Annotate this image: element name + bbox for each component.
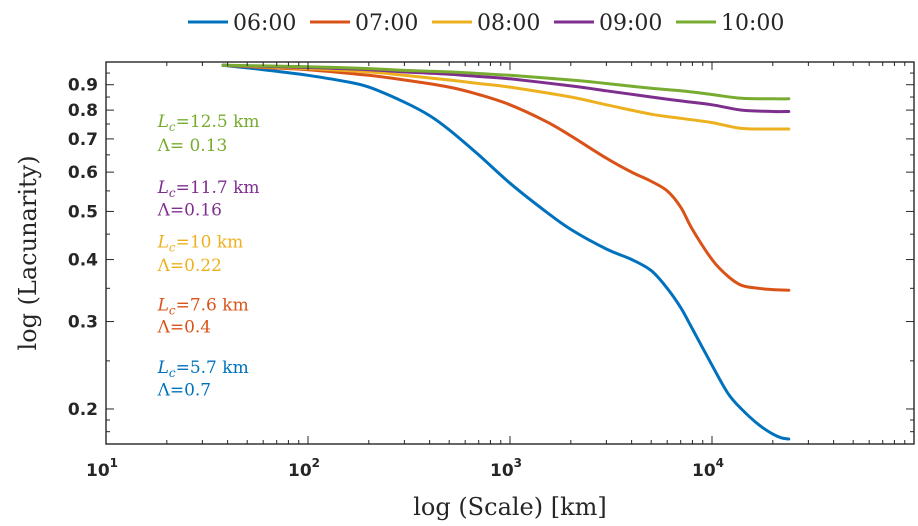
x-tick-label: 101 bbox=[86, 456, 118, 481]
series-line-0 bbox=[221, 63, 791, 441]
y-tick-label: 0.6 bbox=[68, 163, 98, 183]
y-tick-label: 0.7 bbox=[68, 130, 98, 150]
annotation-lambda-3: Λ=0.4 bbox=[157, 318, 212, 338]
y-tick-label: 0.5 bbox=[68, 202, 98, 222]
x-tick-label: 102 bbox=[288, 456, 320, 481]
y-tick-label: 0.3 bbox=[68, 313, 98, 333]
annotation-lambda-4: Λ=0.7 bbox=[157, 380, 212, 400]
series-line-2 bbox=[221, 63, 791, 131]
axis-ticks: 101 102 103 104 0.2 0.3 0.4 0.5 0.6 0.7 0.8 0.9 bbox=[68, 62, 914, 481]
legend-label-0: 06:00 bbox=[233, 11, 296, 36]
legend-label-2: 08:00 bbox=[477, 11, 540, 36]
plot-area bbox=[106, 62, 914, 444]
annotation-lc-0: Lc=12.5 km bbox=[157, 112, 260, 134]
annotation-lambda-0: Λ= 0.13 bbox=[157, 136, 228, 156]
annotation-lc-3: Lc=7.6 km bbox=[157, 295, 249, 317]
plot-frame bbox=[105, 61, 915, 445]
annotation-lambda-1: Λ=0.16 bbox=[157, 200, 222, 220]
annotations: Lc=12.5 kmΛ= 0.13 Lc=11.7 kmΛ=0.16 Lc=10 k… bbox=[157, 112, 260, 400]
x-tick-label: 104 bbox=[692, 456, 724, 481]
y-tick-label: 0.2 bbox=[68, 400, 98, 420]
annotation-lambda-2: Λ=0.22 bbox=[157, 256, 222, 276]
legend-label-3: 09:00 bbox=[599, 11, 662, 36]
y-tick-label: 0.9 bbox=[68, 76, 98, 96]
series-line-1 bbox=[221, 63, 791, 292]
annotation-lc-1: Lc=11.7 km bbox=[157, 178, 260, 200]
annotation-lc-4: Lc=5.7 km bbox=[157, 358, 249, 380]
y-tick-label: 0.8 bbox=[68, 101, 98, 121]
legend-label-1: 07:00 bbox=[355, 11, 418, 36]
y-tick-label: 0.4 bbox=[68, 251, 98, 271]
x-axis-title: log (Scale) [km] bbox=[413, 493, 607, 521]
series-line-4 bbox=[221, 63, 791, 101]
legend: 06:00 07:00 08:00 09:00 10:00 bbox=[188, 11, 784, 36]
legend-label-4: 10:00 bbox=[721, 11, 784, 36]
x-tick-label: 103 bbox=[490, 456, 522, 481]
y-axis-title: log (Lacunarity) bbox=[14, 155, 42, 350]
series-lines bbox=[221, 63, 791, 441]
annotation-lc-2: Lc=10 km bbox=[157, 232, 244, 254]
